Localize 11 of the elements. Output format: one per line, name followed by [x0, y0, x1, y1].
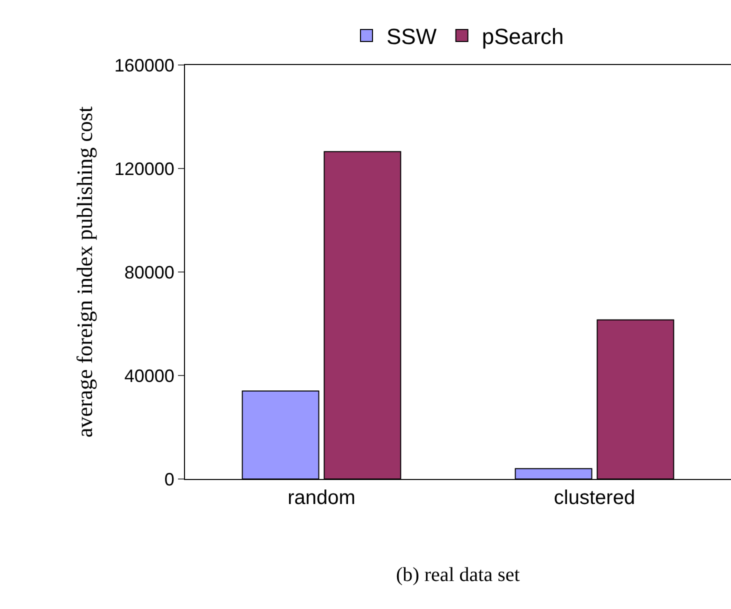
x-tick-label: random: [288, 487, 356, 509]
legend-label: SSW: [386, 24, 437, 50]
y-tick-label: 120000: [114, 158, 174, 179]
y-tick-label: 160000: [114, 55, 174, 76]
y-tick-label: 0: [164, 469, 174, 490]
legend-label: pSearch: [482, 24, 564, 50]
y-tick-label: 80000: [124, 262, 174, 282]
x-tick-label: clustered: [554, 487, 636, 509]
text: (b) real data set: [396, 564, 520, 586]
y-tick-label: 40000: [124, 366, 174, 386]
y-axis-title: average foreign index publishing cost: [72, 106, 98, 438]
